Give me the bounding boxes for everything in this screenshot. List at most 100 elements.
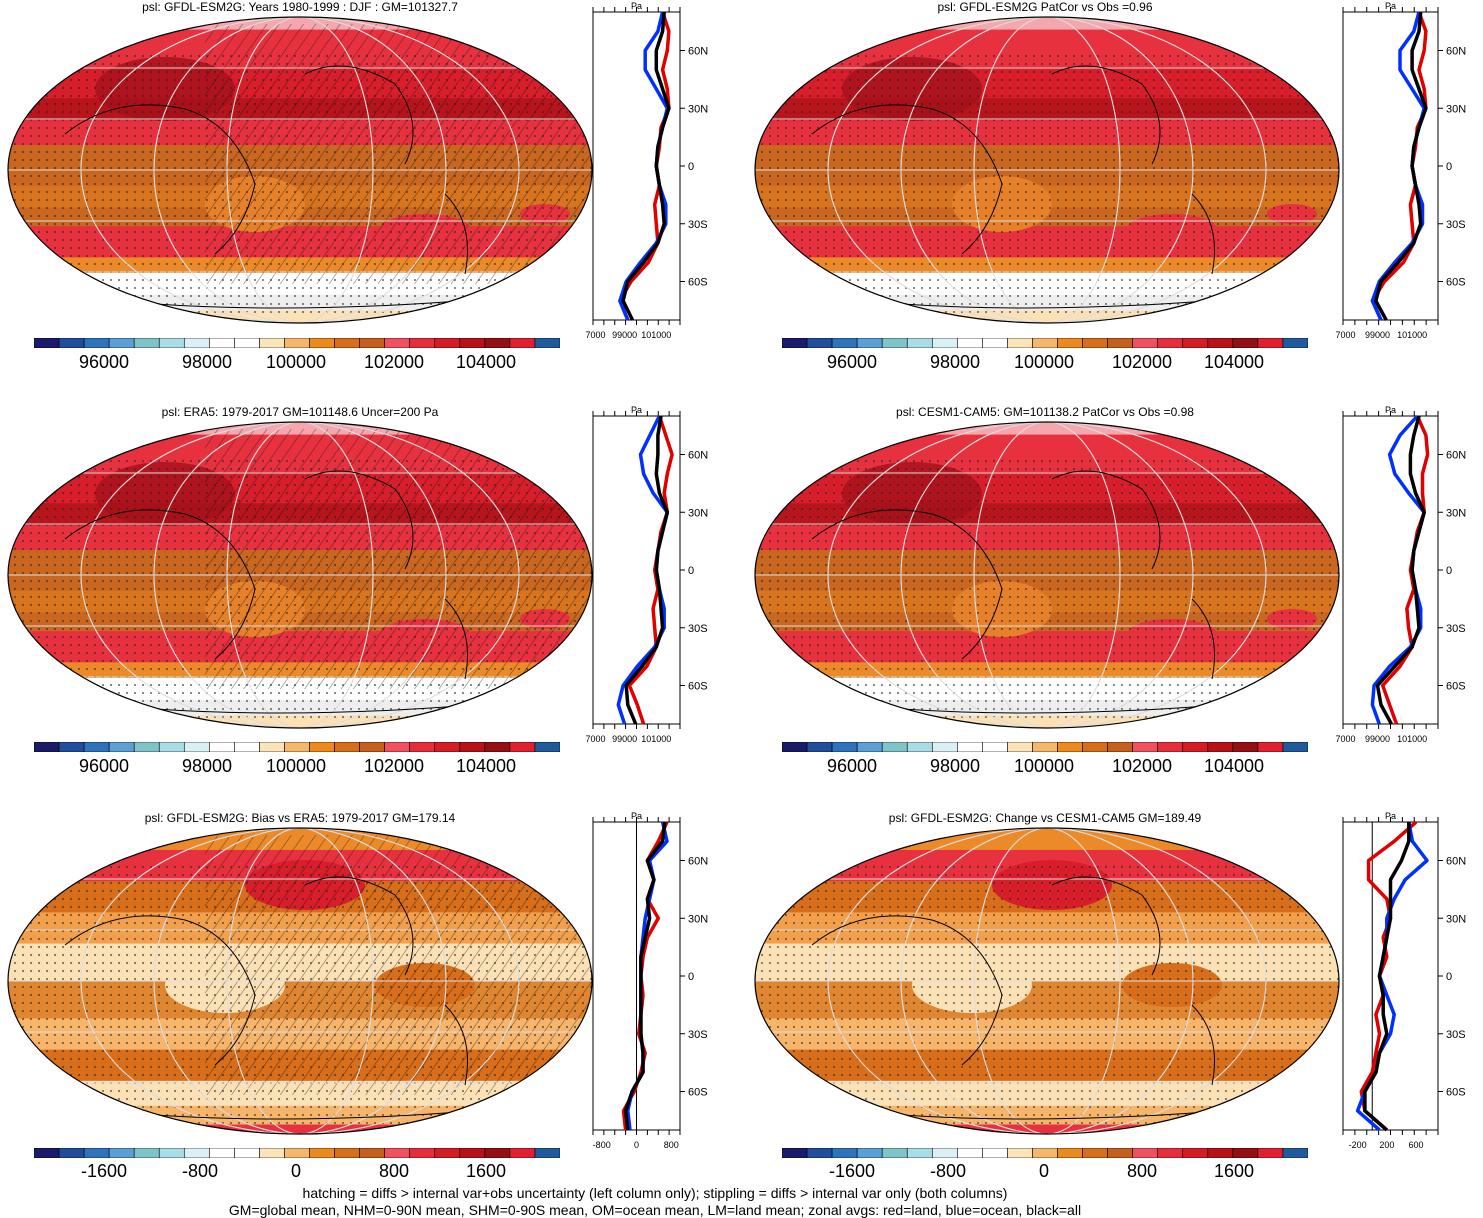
lat-tick-label: 30N <box>688 103 708 115</box>
colorbar-swatch <box>982 338 1008 348</box>
lat-tick-label: 60S <box>688 1087 708 1099</box>
series-land <box>627 415 674 725</box>
cbar2-label: 100000 <box>1013 352 1075 372</box>
series-ocean <box>618 11 670 321</box>
x-tick-label: 97000 <box>585 734 606 744</box>
colorbar-swatch <box>234 1148 260 1158</box>
colorbar-swatch <box>58 742 85 752</box>
colorbar-swatch <box>881 338 908 348</box>
colorbar-swatch <box>1082 1148 1108 1158</box>
cbar1-label: 96000 <box>78 352 130 372</box>
graticule-lon <box>827 17 1267 323</box>
colorbar-swatch <box>881 1148 908 1158</box>
map-era5 <box>7 421 593 729</box>
colorbar-swatch <box>384 338 411 348</box>
colorbar-swatch <box>209 1148 235 1158</box>
cbar3-label: 96000 <box>78 756 130 776</box>
colorbar-swatch <box>1282 1148 1308 1158</box>
cbar3-label: 100000 <box>265 756 327 776</box>
graticule-lon <box>973 828 1121 1134</box>
colorbar-swatch <box>782 1148 808 1158</box>
colorbar-swatch <box>209 742 235 752</box>
colorbar-swatch <box>931 338 958 348</box>
colorbar-swatch <box>831 1148 858 1158</box>
graticule-lon <box>226 17 374 323</box>
colorbar-swatch <box>1107 338 1133 348</box>
zonal-profile-6: Pa 60N 30N 0 30S 60S -200 200 600 <box>1342 811 1466 1150</box>
x-tick-label: 800 <box>664 1140 679 1150</box>
colorbar-swatch <box>957 338 983 348</box>
lat-tick-label: 60N <box>688 450 708 462</box>
colorbar-swatch <box>1132 1148 1159 1158</box>
colorbar-swatch <box>334 742 360 752</box>
map-border <box>7 827 593 1135</box>
graticule-lon <box>226 828 374 1134</box>
lat-tick-label: 0 <box>1446 161 1452 173</box>
map-border <box>754 16 1340 324</box>
colorbar-swatch <box>1132 742 1159 752</box>
graticule-lon <box>827 828 1267 1134</box>
colorbar-swatch <box>34 742 60 752</box>
colorbar-swatch <box>1207 1148 1234 1158</box>
cbar5-label: 800 <box>378 1161 410 1181</box>
colorbar-swatch <box>906 1148 933 1158</box>
colorbar-swatch <box>957 742 983 752</box>
colorbar-swatch <box>234 742 260 752</box>
colorbar-swatch <box>133 1148 160 1158</box>
x-tick-label: 99000 <box>612 330 637 340</box>
map-gfdl-esm2g-climatology <box>7 16 593 324</box>
hatching <box>205 835 592 1095</box>
colorbar-swatch <box>1057 338 1083 348</box>
x-tick-label: -200 <box>1349 1140 1367 1150</box>
x-tick-label: -800 <box>593 1140 611 1150</box>
cbar6-label: 0 <box>1038 1161 1049 1181</box>
lat-tick-label: 60S <box>688 681 708 693</box>
lat-tick-label: 60N <box>1446 450 1466 462</box>
zonal-profile-4: Pa 60N 30N 0 30S 60S 97000 99000 101000 <box>1335 405 1466 744</box>
x-tick-label: 97000 <box>1335 734 1356 744</box>
colorbar-swatch <box>108 742 135 752</box>
x-tick-label: 99000 <box>1365 734 1390 744</box>
lat-tick-label: 60S <box>688 277 708 289</box>
colorbar-swatch <box>1057 1148 1083 1158</box>
colorbar-swatch <box>259 338 285 348</box>
colorbar-swatch <box>234 338 260 348</box>
colorbar-swatch <box>108 338 135 348</box>
colorbar-swatch <box>957 1148 983 1158</box>
colorbar-swatch <box>384 1148 411 1158</box>
colorbar-swatch <box>409 742 436 752</box>
colorbar-swatch <box>856 338 883 348</box>
colorbar-swatch <box>133 742 160 752</box>
series-ocean <box>616 415 670 725</box>
colorbar-swatch <box>782 338 808 348</box>
x-tick-label: 99000 <box>612 734 637 744</box>
lat-tick-label: 0 <box>688 565 694 577</box>
colorbar-swatch <box>434 338 461 348</box>
cbar4-label: 104000 <box>1203 756 1265 776</box>
cbar1-label: 100000 <box>265 352 327 372</box>
map-band <box>755 1124 1339 1134</box>
x-tick-label: 0 <box>634 1140 639 1150</box>
colorbar-swatch <box>1032 338 1058 348</box>
colorbar-swatch <box>831 742 858 752</box>
map-border <box>754 421 1340 729</box>
colorbar-swatch <box>1182 1148 1209 1158</box>
footer-line-2: GM=global mean, NHM=0-90N mean, SHM=0-90… <box>228 1202 1082 1218</box>
lat-tick-label: 0 <box>688 971 694 983</box>
colorbar-swatch <box>1257 1148 1284 1158</box>
colorbar-swatch <box>359 742 385 752</box>
profile-unit-label: Pa <box>1385 811 1396 821</box>
colorbar-swatch <box>409 1148 436 1158</box>
colorbar-swatch <box>1107 1148 1133 1158</box>
colorbar-swatch <box>982 742 1008 752</box>
colorbar-swatch <box>806 1148 833 1158</box>
series-all <box>1374 11 1428 321</box>
graticule-lon <box>80 17 520 323</box>
colorbar-swatch <box>34 1148 60 1158</box>
colorbar-swatch <box>34 338 60 348</box>
series-land <box>621 821 669 1131</box>
colorbar-swatch <box>209 338 235 348</box>
hatching <box>205 429 592 689</box>
colorbar-swatch <box>1157 338 1184 348</box>
colorbar-swatch <box>58 338 85 348</box>
